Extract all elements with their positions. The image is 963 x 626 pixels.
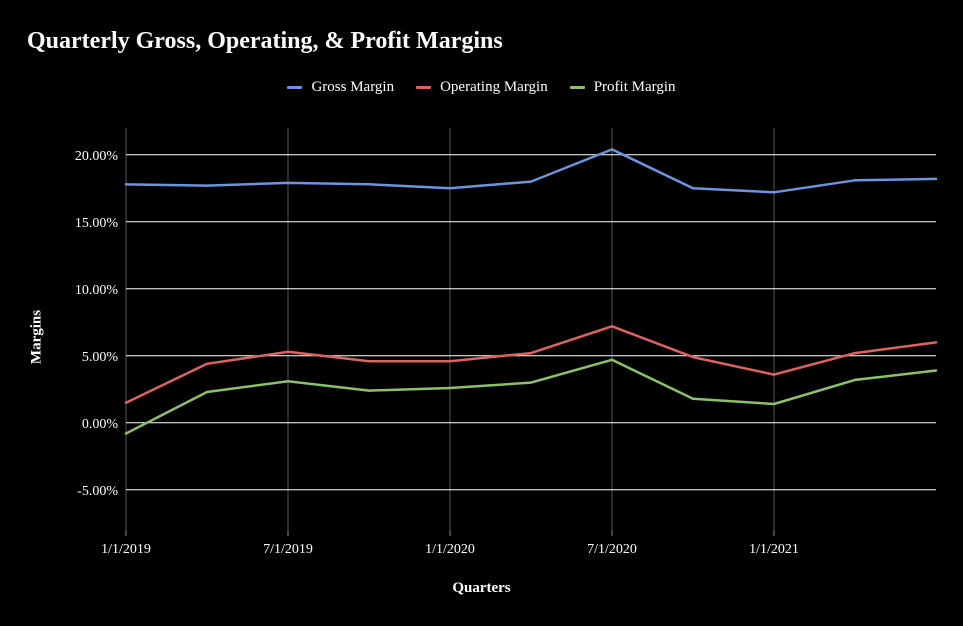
data-point-gross-margin [610,148,614,151]
data-point-profit-margin [205,390,209,394]
x-tick-label: 1/1/2019 [101,542,151,557]
data-point-profit-margin [286,380,290,383]
legend-swatch-profit-margin [569,86,585,89]
legend-swatch-gross-margin [287,86,303,89]
x-tick-label: 1/1/2020 [425,542,475,557]
data-point-operating-margin [124,401,128,404]
data-point-profit-margin [124,432,128,435]
x-tick-label: 1/1/2021 [749,542,799,557]
data-point-operating-margin [853,351,857,355]
data-point-gross-margin [124,183,128,186]
chart-title: Quarterly Gross, Operating, & Profit Mar… [27,28,503,54]
legend-item-profit-margin[interactable]: Profit Margin [569,79,676,96]
data-point-profit-margin [610,358,614,362]
x-tick-label: 7/1/2020 [587,542,637,557]
data-point-operating-margin [367,359,371,363]
data-point-operating-margin [691,355,695,359]
data-point-profit-margin [529,381,533,384]
data-point-operating-margin [448,359,452,363]
data-point-gross-margin [448,187,452,190]
legend-label-operating-margin: Operating Margin [440,79,548,95]
legend: Gross Margin Operating Margin Profit Mar… [0,79,963,96]
data-point-gross-margin [691,187,695,190]
legend-swatch-operating-margin [416,86,432,89]
data-point-gross-margin [772,191,776,194]
data-point-operating-margin [205,362,209,366]
y-tick-label: 0.00% [82,417,119,432]
data-point-profit-margin [691,397,695,400]
data-point-gross-margin [853,179,857,182]
legend-label-gross-margin: Gross Margin [311,79,395,95]
x-tick-label: 7/1/2019 [263,542,313,557]
series-line-gross-margin [124,148,938,194]
y-tick-label: 10.00% [75,283,119,298]
y-tick-label: -5.00% [77,484,118,499]
data-point-profit-margin [772,402,776,406]
data-point-operating-margin [610,325,614,328]
data-point-gross-margin [367,183,371,186]
y-tick-label: 5.00% [82,350,119,365]
y-tick-label: 20.00% [75,149,119,164]
data-point-operating-margin [286,350,290,353]
data-point-operating-margin [772,373,776,376]
legend-item-operating-margin[interactable]: Operating Margin [416,79,548,96]
x-axis-title: Quarters [452,580,511,596]
data-point-profit-margin [448,386,452,390]
data-point-gross-margin [934,177,938,181]
data-point-operating-margin [934,341,938,344]
data-point-profit-margin [367,389,371,392]
legend-label-profit-margin: Profit Margin [593,79,676,95]
y-axis-title: Margins [28,309,45,365]
data-point-profit-margin [853,378,857,382]
data-point-gross-margin [529,180,533,183]
legend-item-gross-margin[interactable]: Gross Margin [287,79,394,96]
data-point-gross-margin [205,184,209,187]
data-point-operating-margin [529,351,533,355]
data-point-gross-margin [286,181,290,185]
y-tick-label: 15.00% [75,216,119,231]
data-point-profit-margin [934,369,938,372]
